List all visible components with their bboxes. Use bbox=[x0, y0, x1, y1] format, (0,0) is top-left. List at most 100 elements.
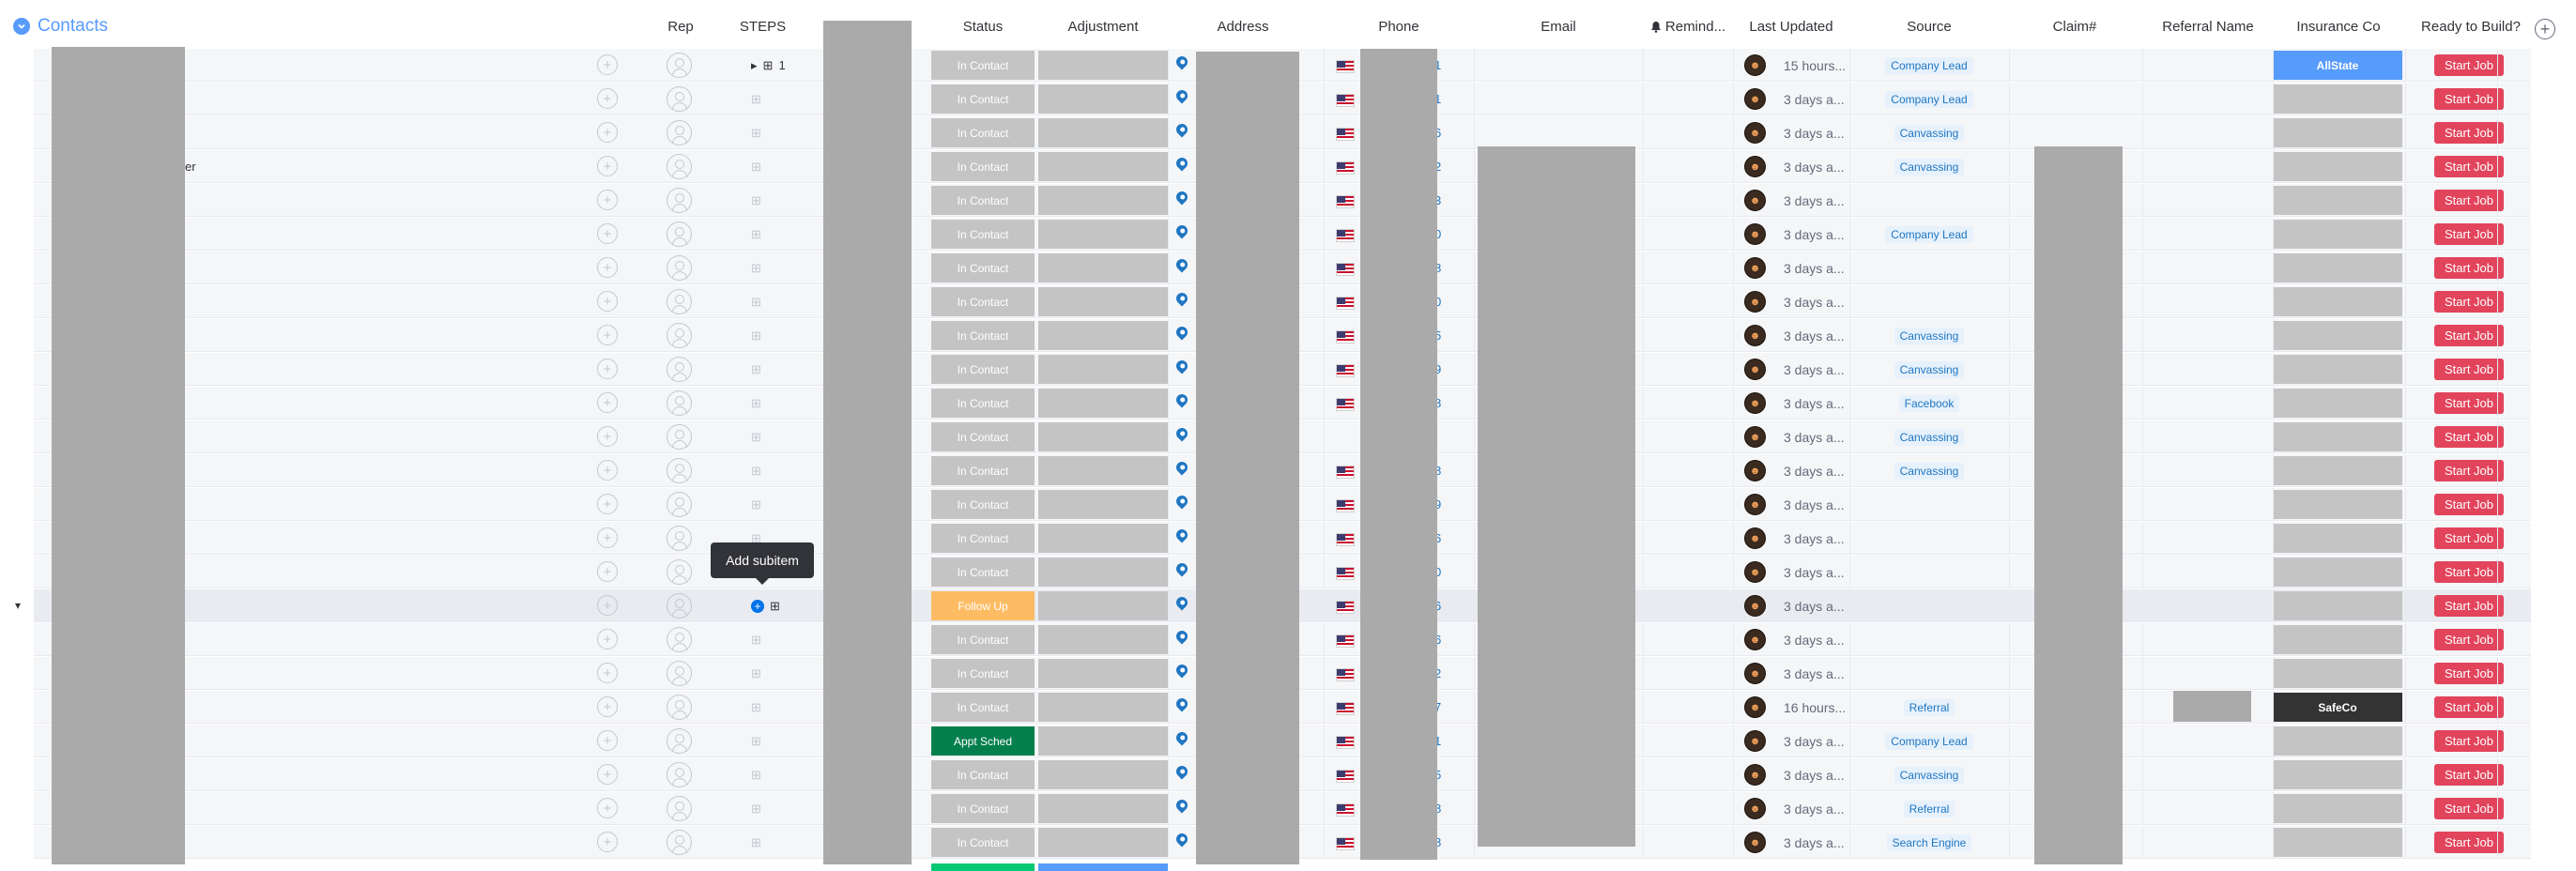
status-label[interactable]: In Contact bbox=[931, 490, 1035, 519]
subitems-cell[interactable]: ⊞ bbox=[751, 150, 761, 183]
subitems-cell[interactable]: ⊞ bbox=[751, 83, 761, 115]
adjustment-cell[interactable] bbox=[1038, 355, 1168, 384]
user-avatar[interactable]: ☻ bbox=[1744, 494, 1766, 515]
location-pin-icon[interactable] bbox=[1173, 256, 1190, 273]
user-avatar[interactable]: ☻ bbox=[1744, 291, 1766, 313]
subitems-cell[interactable]: ⊞ bbox=[751, 691, 761, 724]
user-avatar[interactable]: ☻ bbox=[1744, 223, 1766, 245]
add-update-icon[interactable]: + bbox=[597, 561, 618, 582]
location-pin-icon[interactable] bbox=[1173, 391, 1190, 408]
phone-number[interactable]: 9 bbox=[1434, 362, 1442, 376]
add-update-icon[interactable]: + bbox=[597, 291, 618, 312]
insurance-co-label[interactable] bbox=[2273, 726, 2402, 756]
adjustment-cell[interactable] bbox=[1038, 456, 1168, 485]
source-cell[interactable]: Facebook bbox=[1849, 387, 2009, 420]
user-avatar[interactable]: ☻ bbox=[1744, 359, 1766, 380]
start-job-button[interactable]: Start Job bbox=[2434, 325, 2504, 346]
source-cell[interactable] bbox=[1849, 285, 2009, 318]
chevron-down-icon[interactable] bbox=[13, 18, 30, 35]
column-header-last-updated[interactable]: Last Updated bbox=[1749, 19, 1833, 35]
phone-number[interactable]: 8 bbox=[1434, 261, 1442, 275]
location-pin-icon[interactable] bbox=[1173, 121, 1190, 138]
person-icon[interactable] bbox=[667, 154, 692, 179]
source-cell[interactable]: Canvassing bbox=[1849, 116, 2009, 149]
phone-number[interactable]: 0 bbox=[1434, 295, 1442, 309]
status-label[interactable]: Follow Up bbox=[931, 591, 1035, 620]
status-label[interactable]: In Contact bbox=[931, 253, 1035, 283]
start-job-button[interactable]: Start Job bbox=[2434, 629, 2504, 650]
subitems-cell[interactable]: ⊞ bbox=[751, 792, 761, 825]
source-cell[interactable]: Referral bbox=[1849, 691, 2009, 724]
subitems-cell[interactable]: ⊞ bbox=[751, 420, 761, 453]
source-cell[interactable]: Canvassing bbox=[1849, 319, 2009, 352]
source-cell[interactable] bbox=[1849, 488, 2009, 521]
insurance-co-label[interactable]: AllState bbox=[2273, 51, 2402, 80]
user-avatar[interactable]: ☻ bbox=[1744, 460, 1766, 481]
location-pin-icon[interactable] bbox=[1173, 358, 1190, 374]
subitems-cell[interactable]: ⊞ bbox=[751, 488, 761, 521]
location-pin-icon[interactable] bbox=[1173, 324, 1190, 341]
status-label[interactable]: In Contact bbox=[931, 422, 1035, 451]
phone-number[interactable]: 2 bbox=[1434, 666, 1442, 680]
subitems-cell[interactable]: ⊞ bbox=[751, 657, 761, 690]
location-pin-icon[interactable] bbox=[1173, 560, 1190, 577]
source-cell[interactable] bbox=[1849, 657, 2009, 690]
location-pin-icon[interactable] bbox=[1173, 53, 1190, 70]
start-job-button[interactable]: Start Job bbox=[2434, 494, 2504, 515]
status-label[interactable]: In Contact bbox=[931, 828, 1035, 857]
subitems-cell[interactable]: ⊞ bbox=[751, 319, 761, 352]
source-cell[interactable]: Company Lead bbox=[1849, 218, 2009, 251]
location-pin-icon[interactable] bbox=[1173, 459, 1190, 476]
add-update-icon[interactable]: + bbox=[597, 764, 618, 785]
column-header-adjustment[interactable]: Adjustment bbox=[1067, 19, 1139, 35]
start-job-button[interactable]: Start Job bbox=[2434, 257, 2504, 279]
add-column-button[interactable]: + bbox=[2535, 19, 2555, 39]
add-update-icon[interactable]: + bbox=[597, 156, 618, 176]
status-label[interactable]: In Contact bbox=[931, 625, 1035, 654]
location-pin-icon[interactable] bbox=[1173, 662, 1190, 679]
insurance-co-label[interactable] bbox=[2273, 287, 2402, 316]
person-icon[interactable] bbox=[667, 323, 692, 348]
person-icon[interactable] bbox=[667, 289, 692, 314]
adjustment-cell[interactable] bbox=[1038, 389, 1168, 418]
status-label[interactable]: In Contact bbox=[931, 321, 1035, 350]
location-pin-icon[interactable] bbox=[1173, 628, 1190, 645]
start-job-button[interactable]: Start Job bbox=[2434, 359, 2504, 380]
start-job-button[interactable]: Start Job bbox=[2434, 426, 2504, 448]
start-job-button[interactable]: Start Job bbox=[2434, 595, 2504, 617]
phone-number[interactable]: 5 bbox=[1434, 329, 1442, 343]
add-update-icon[interactable]: + bbox=[597, 798, 618, 818]
status-label[interactable]: In Contact bbox=[931, 524, 1035, 553]
insurance-co-label[interactable] bbox=[2273, 118, 2402, 147]
person-icon[interactable] bbox=[667, 593, 692, 619]
column-header-phone[interactable]: Phone bbox=[1378, 19, 1419, 35]
person-icon[interactable] bbox=[667, 53, 692, 78]
person-icon[interactable] bbox=[667, 357, 692, 382]
phone-number[interactable]: 6 bbox=[1434, 531, 1442, 545]
add-update-icon[interactable]: + bbox=[597, 629, 618, 649]
adjustment-cell[interactable] bbox=[1038, 524, 1168, 553]
subitems-cell[interactable]: ⊞ bbox=[751, 623, 761, 656]
adjustment-cell[interactable] bbox=[1038, 490, 1168, 519]
add-update-icon[interactable]: + bbox=[597, 460, 618, 481]
start-job-button[interactable]: Start Job bbox=[2434, 88, 2504, 110]
subitems-cell[interactable]: ⊞ bbox=[751, 826, 761, 859]
phone-number[interactable]: 8 bbox=[1434, 835, 1442, 849]
group-title[interactable]: Contacts bbox=[38, 16, 108, 36]
status-label[interactable]: In Contact bbox=[931, 118, 1035, 147]
status-label[interactable]: In Contact bbox=[931, 186, 1035, 215]
status-label[interactable]: In Contact bbox=[931, 659, 1035, 688]
location-pin-icon[interactable] bbox=[1173, 831, 1190, 848]
person-icon[interactable] bbox=[667, 728, 692, 754]
location-pin-icon[interactable] bbox=[1173, 189, 1190, 206]
user-avatar[interactable]: ☻ bbox=[1744, 122, 1766, 144]
start-job-button[interactable]: Start Job bbox=[2434, 54, 2504, 76]
add-update-icon[interactable]: + bbox=[597, 257, 618, 278]
insurance-co-label[interactable] bbox=[2273, 760, 2402, 789]
status-label[interactable]: In Contact bbox=[931, 558, 1035, 587]
source-cell[interactable] bbox=[1849, 252, 2009, 284]
user-avatar[interactable]: ☻ bbox=[1744, 832, 1766, 853]
subitems-cell[interactable]: ⊞ bbox=[751, 758, 761, 791]
add-update-icon[interactable]: + bbox=[597, 595, 618, 616]
person-icon[interactable] bbox=[667, 526, 692, 551]
